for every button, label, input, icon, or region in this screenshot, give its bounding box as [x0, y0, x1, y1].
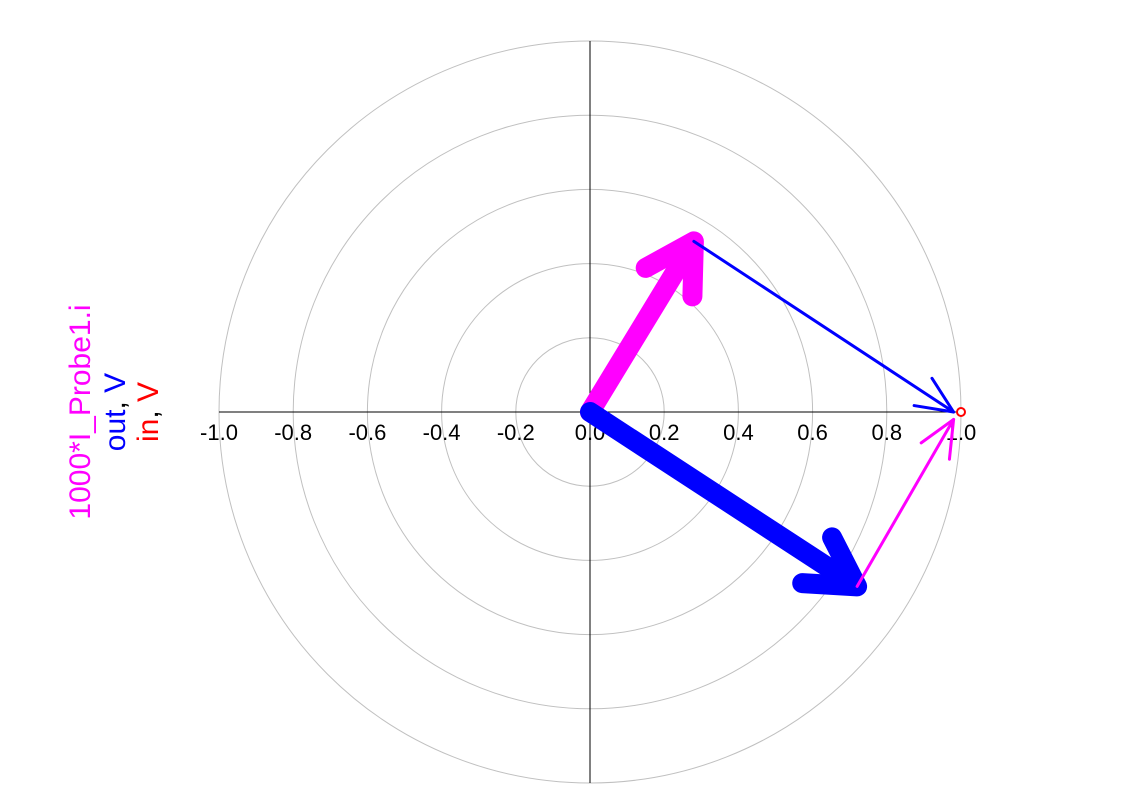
legend-entry-2: in, V — [132, 382, 165, 442]
phasor-shaft-2 — [855, 417, 956, 588]
legend-text-part: , — [99, 393, 132, 410]
legend-entry-1: out, V — [99, 373, 132, 451]
legend-entry-0: 1000*I_Probe1.i — [64, 304, 97, 519]
phasor-shaft-1 — [580, 402, 864, 595]
tick-label: 0.4 — [723, 420, 754, 445]
tick-label: -1.0 — [200, 420, 238, 445]
tick-labels: -1.0 -0.8 -0.6 -0.4 -0.2 0.0 0.2 0.4 0.6 0.8 1.0 — [200, 420, 976, 445]
phasor-head-2 — [919, 417, 956, 461]
legend-text-part: V — [99, 373, 132, 393]
legend-text-part: out — [99, 409, 132, 451]
tick-label: -0.6 — [348, 420, 386, 445]
tick-label: -0.8 — [274, 420, 312, 445]
phasor-shaft-3 — [692, 239, 956, 414]
phasor-3 — [692, 239, 956, 414]
legend-text-part: 1000*I_Probe1.i — [64, 304, 97, 519]
legend-text-part: in — [132, 419, 165, 442]
phasor-4 — [956, 407, 966, 417]
tick-label: 0.8 — [872, 420, 903, 445]
legend-text-part: , — [132, 402, 165, 419]
phasor-shaft-0 — [580, 234, 702, 422]
tick-label: 0.2 — [649, 420, 680, 445]
phasor-2 — [855, 417, 956, 588]
legend-text-part: V — [132, 382, 165, 402]
tick-label: 0.6 — [797, 420, 828, 445]
phasor-head-3 — [912, 376, 956, 414]
tick-label: -0.4 — [423, 420, 461, 445]
tick-label: -0.2 — [497, 420, 535, 445]
phasor-0 — [580, 231, 704, 422]
legend: 1000*I_Probe1.i out, Vin, V — [64, 304, 165, 519]
phasor-point-4 — [956, 407, 966, 417]
phasor-series — [580, 231, 966, 597]
